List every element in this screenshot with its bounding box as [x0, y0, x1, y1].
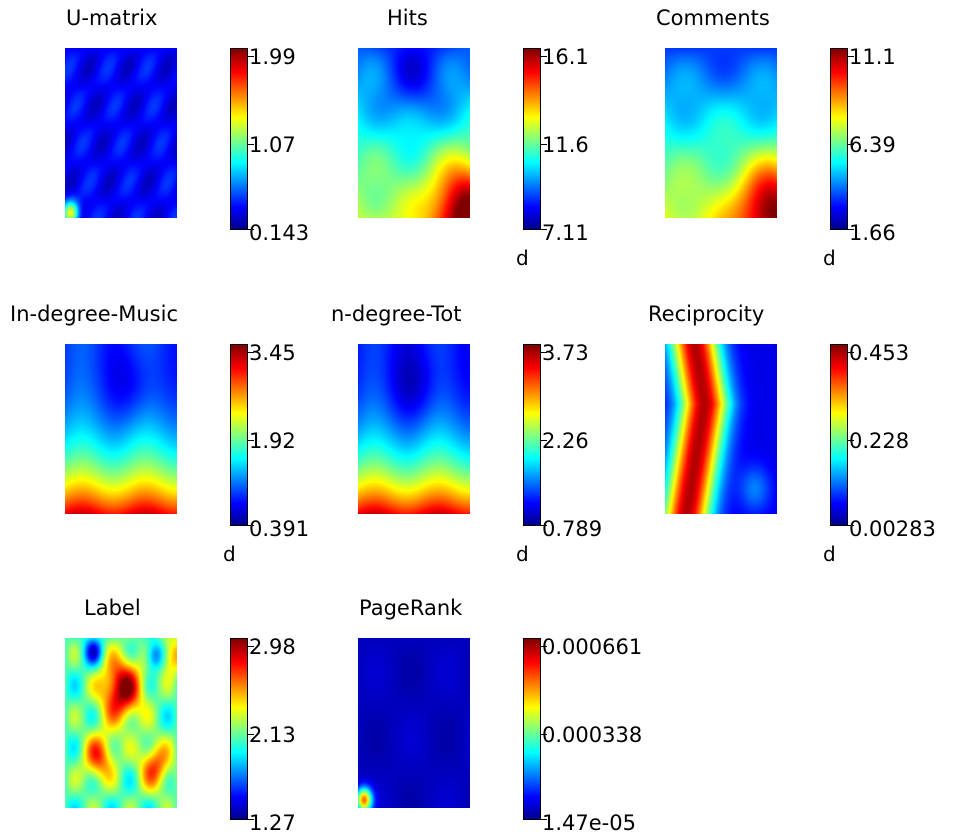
comments-panel: Comments 11.1 6.39 1.66 d — [600, 0, 900, 270]
tick — [541, 352, 547, 353]
reciprocity-panel: Reciprocity 0.453 0.228 0.00283 d — [600, 296, 936, 566]
colorbar-mid-label: 2.13 — [249, 723, 296, 747]
chart-title: Comments — [656, 6, 770, 30]
colorbar-min-label: 1.66 — [849, 221, 896, 245]
tick — [248, 646, 254, 647]
heatmap — [358, 344, 470, 514]
heatmap-canvas — [65, 344, 177, 514]
chart-title: Label — [84, 596, 141, 620]
heatmap — [665, 344, 777, 514]
tick — [848, 144, 854, 145]
tick — [541, 734, 547, 735]
tick — [248, 440, 254, 441]
tick — [541, 56, 547, 57]
colorbar-max-label: 2.98 — [249, 635, 296, 659]
colorbar-max-label: 0.453 — [849, 341, 910, 365]
colorbar-min-label: 0.391 — [249, 517, 310, 541]
tick — [848, 525, 854, 526]
colorbar-min-label: 1.47e-05 — [542, 811, 636, 835]
label-panel: Label 2.98 2.13 1.27 — [0, 590, 300, 840]
colorbar-max-label: 3.45 — [249, 341, 296, 365]
tick — [541, 144, 547, 145]
colorbar-max-label: 3.73 — [542, 341, 589, 365]
colorbar-max-label: 1.99 — [249, 45, 296, 69]
heatmap-canvas — [358, 344, 470, 514]
tick — [848, 56, 854, 57]
chart-title: Reciprocity — [648, 302, 765, 326]
tick — [541, 819, 547, 820]
colorbar — [830, 344, 848, 526]
colorbar-mid-label: 1.92 — [249, 429, 296, 453]
tick — [248, 56, 254, 57]
heatmap-canvas — [358, 638, 470, 808]
colorbar-mid-label: 0.000338 — [542, 723, 643, 747]
heatmap-canvas — [65, 638, 177, 808]
heatmap — [358, 638, 470, 808]
colorbar — [230, 48, 248, 230]
tick — [848, 229, 854, 230]
colorbar-min-label: 1.27 — [249, 811, 296, 835]
unit-label: d — [516, 246, 529, 270]
tick — [541, 525, 547, 526]
heatmap — [358, 48, 470, 218]
heatmap — [65, 48, 177, 218]
colorbar — [523, 48, 541, 230]
tick — [848, 440, 854, 441]
colorbar — [523, 344, 541, 526]
heatmap-canvas — [65, 48, 177, 218]
tick — [248, 229, 254, 230]
heatmap-canvas — [665, 344, 777, 514]
colorbar-min-label: 0.143 — [249, 221, 310, 245]
colorbar-mid-label: 6.39 — [849, 133, 896, 157]
tick — [541, 229, 547, 230]
colorbar-max-label: 11.1 — [849, 45, 896, 69]
hits-panel: Hits 16.1 11.6 7.11 d — [293, 0, 593, 270]
tick — [248, 819, 254, 820]
chart-title: Hits — [387, 6, 428, 30]
heatmap-canvas — [665, 48, 777, 218]
tick — [248, 144, 254, 145]
colorbar-mid-label: 2.26 — [542, 429, 589, 453]
heatmap — [665, 48, 777, 218]
unit-label: d — [823, 246, 836, 270]
unit-label: d — [516, 542, 529, 566]
chart-title: PageRank — [359, 596, 463, 620]
chart-title: U-matrix — [66, 6, 158, 30]
tick — [248, 352, 254, 353]
colorbar-max-label: 16.1 — [542, 45, 589, 69]
tick — [541, 646, 547, 647]
chart-title: n-degree-Tot — [331, 302, 462, 326]
colorbar-mid-label: 11.6 — [542, 133, 589, 157]
unit-label: d — [823, 542, 836, 566]
colorbar — [830, 48, 848, 230]
colorbar-mid-label: 1.07 — [249, 133, 296, 157]
tick — [248, 525, 254, 526]
colorbar — [230, 344, 248, 526]
pagerank-panel: PageRank 0.000661 0.000338 1.47e-05 — [293, 590, 642, 840]
colorbar-min-label: 7.11 — [542, 221, 589, 245]
tick — [248, 734, 254, 735]
indegree-tot-panel: n-degree-Tot 3.73 2.26 0.789 d — [293, 296, 602, 566]
heatmap — [65, 638, 177, 808]
colorbar — [230, 638, 248, 820]
heatmap — [65, 344, 177, 514]
tick — [541, 440, 547, 441]
colorbar-mid-label: 0.228 — [849, 429, 910, 453]
indegree-music-panel: In-degree-Music 3.45 1.92 0.391 d — [0, 296, 309, 566]
colorbar-max-label: 0.000661 — [542, 635, 643, 659]
chart-title: In-degree-Music — [10, 302, 178, 326]
colorbar-min-label: 0.789 — [542, 517, 603, 541]
unit-label: d — [223, 542, 236, 566]
colorbar-min-label: 0.00283 — [849, 517, 936, 541]
heatmap-canvas — [358, 48, 470, 218]
colorbar — [523, 638, 541, 820]
tick — [848, 352, 854, 353]
umatrix-panel: U-matrix 1.99 1.07 0.143 — [0, 0, 309, 250]
